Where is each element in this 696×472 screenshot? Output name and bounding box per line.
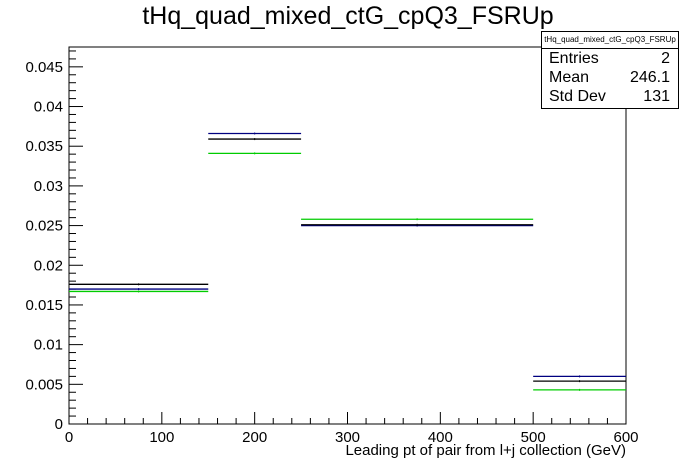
- histogram-series-2: [69, 138, 626, 383]
- stats-box-title: tHq_quad_mixed_ctG_cpQ3_FSRUp: [542, 32, 678, 49]
- x-tick-label: 600: [613, 429, 638, 446]
- x-tick-label: 100: [149, 429, 174, 446]
- x-tick-label: 500: [521, 429, 546, 446]
- stats-label: Entries: [549, 50, 599, 67]
- stats-label: Std Dev: [549, 88, 606, 105]
- stats-value: 246.1: [629, 69, 670, 86]
- stats-row-entries: Entries 2: [542, 49, 678, 68]
- x-axis-label: Leading pt of pair from l+j collection (…: [345, 442, 626, 459]
- y-tick-label: 0.02: [34, 257, 63, 274]
- y-tick-label: 0.025: [25, 218, 63, 235]
- y-tick-label: 0.01: [34, 337, 63, 354]
- y-tick-label: 0: [55, 416, 63, 433]
- x-tick-label: 400: [428, 429, 453, 446]
- y-tick-label: 0.005: [25, 376, 63, 393]
- y-tick-label: 0.035: [25, 138, 63, 155]
- x-axis: 0 100 200 300 400 500 600: [65, 412, 639, 446]
- y-tick-label: 0.045: [25, 59, 63, 76]
- y-axis: 0 0.005 0.01 0.015 0.02 0.025 0.03 0.035 0.04 0.0…: [25, 50, 83, 433]
- stats-value: 131: [643, 88, 670, 105]
- x-tick-label: 300: [335, 429, 360, 446]
- stats-row-mean: Mean 246.1: [542, 68, 678, 87]
- x-tick-label: 0: [65, 429, 73, 446]
- histogram-series: [69, 132, 626, 391]
- y-tick-label: 0.04: [34, 99, 63, 116]
- histogram-series-3: [69, 152, 626, 391]
- stats-value: 2: [661, 50, 670, 67]
- stats-box: tHq_quad_mixed_ctG_cpQ3_FSRUp Entries 2 …: [541, 31, 679, 109]
- stats-label: Mean: [549, 69, 590, 86]
- y-tick-label: 0.03: [34, 178, 63, 195]
- y-tick-label: 0.015: [25, 297, 63, 314]
- x-tick-label: 200: [242, 429, 267, 446]
- histogram-series-1: [69, 132, 626, 378]
- stats-row-stddev: Std Dev 131: [542, 87, 678, 106]
- chart-title: tHq_quad_mixed_ctG_cpQ3_FSRUp: [142, 2, 554, 30]
